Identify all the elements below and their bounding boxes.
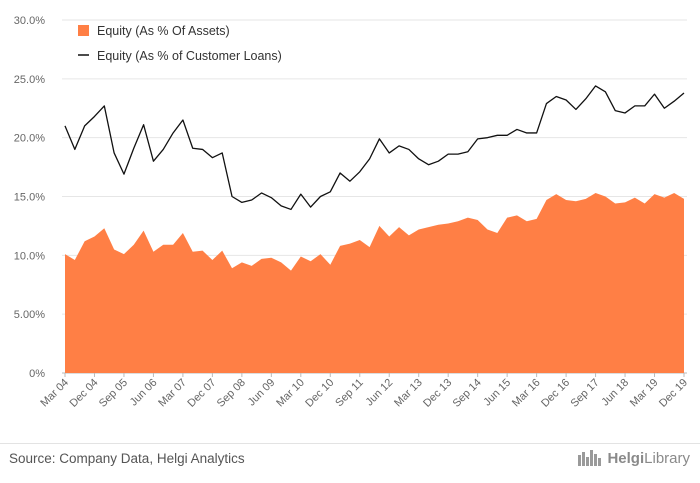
legend-label-loans[interactable]: Equity (As % of Customer Loans)	[97, 49, 282, 63]
legend-swatch-assets[interactable]	[78, 25, 89, 36]
legend: Equity (As % Of Assets) Equity (As % of …	[78, 24, 282, 63]
x-tick-label: Dec 13	[421, 377, 454, 410]
y-tick-label: 30.0%	[14, 15, 45, 27]
series-line-equity-loans[interactable]	[64, 85, 685, 211]
y-tick-label: 20.0%	[14, 133, 45, 145]
x-tick-label: Mar 04	[38, 377, 71, 410]
y-tick-label: 25.0%	[14, 74, 45, 86]
y-tick-label: 0%	[29, 368, 45, 380]
x-tick-label: Sep 14	[451, 377, 484, 410]
helgi-library-icon	[578, 450, 602, 466]
brand-logo[interactable]: HelgiLibrary	[577, 449, 690, 467]
x-tick-label: Jun 15	[481, 377, 513, 409]
x-tick-label: Jun 12	[364, 377, 396, 409]
x-tick-label: Mar 10	[274, 377, 307, 410]
y-tick-label: 10.0%	[14, 250, 45, 262]
x-tick-label: Sep 08	[215, 377, 248, 410]
footer-divider	[0, 443, 700, 444]
x-tick-label: Mar 07	[156, 377, 189, 410]
source-note: Source: Company Data, Helgi Analytics	[9, 451, 245, 466]
x-tick-label: Sep 11	[333, 377, 366, 410]
x-tick-label: Dec 10	[303, 377, 336, 410]
x-tick-label: Dec 07	[185, 377, 218, 410]
y-axis: 0% 5.00% 10.0% 15.0% 20.0% 25.0% 30.0%	[14, 15, 45, 380]
legend-label-assets[interactable]: Equity (As % Of Assets)	[97, 24, 230, 38]
x-tick-label: Mar 19	[628, 377, 661, 410]
x-tick-label: Sep 17	[569, 377, 602, 410]
y-tick-label: 15.0%	[14, 192, 45, 204]
chart: 0%5.00%10.0%15.0%20.0%25.0%30.0% Mar 04D…	[14, 15, 690, 410]
x-tick-label: Dec 19	[657, 377, 690, 410]
y-tick-label: 5.00%	[14, 309, 45, 321]
series-area-equity-assets[interactable]	[65, 192, 684, 373]
x-tick-label: Dec 16	[539, 377, 572, 410]
x-tick-label: Jun 09	[246, 377, 278, 409]
x-tick-label: Dec 04	[67, 377, 100, 410]
x-tick-label: Sep 05	[97, 377, 130, 410]
plot-area	[64, 85, 685, 373]
x-tick-label: Mar 13	[392, 377, 425, 410]
x-tick-label: Mar 16	[510, 377, 543, 410]
brand-name: HelgiLibrary	[607, 449, 690, 467]
x-tick-label: Jun 06	[128, 377, 160, 409]
x-tick-label: Jun 18	[599, 377, 631, 409]
